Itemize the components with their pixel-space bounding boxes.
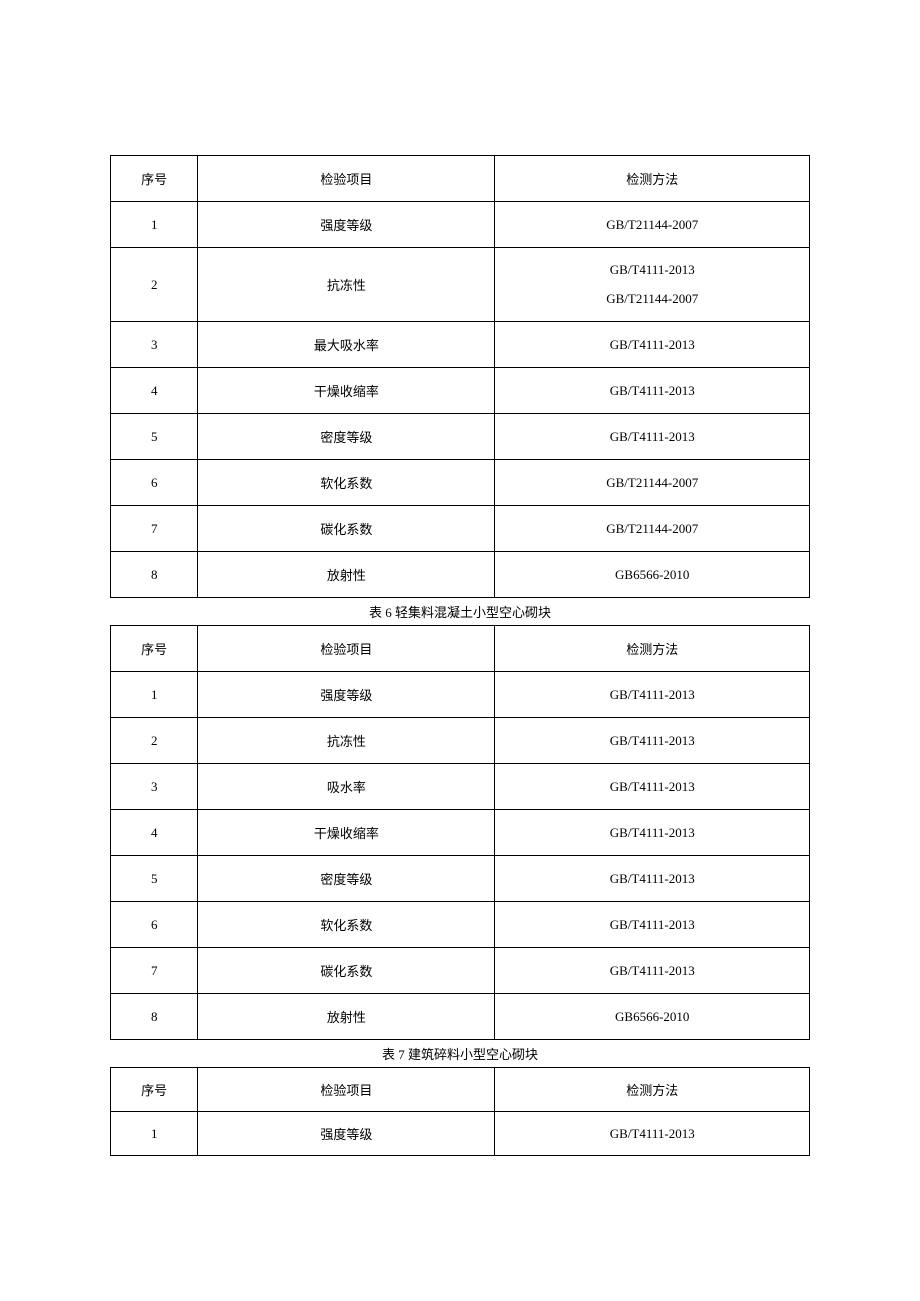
table-cell: 6 xyxy=(111,460,198,506)
col-header-seq: 序号 xyxy=(111,626,198,672)
table-cell: GB6566-2010 xyxy=(495,552,810,598)
table-cell: 2 xyxy=(111,248,198,322)
table6-body: 1强度等级GB/T4111-20132抗冻性GB/T4111-20133吸水率G… xyxy=(111,672,810,1040)
table-cell: GB/T4111-2013 xyxy=(495,368,810,414)
col-header-method: 检测方法 xyxy=(495,156,810,202)
table-cell: 1 xyxy=(111,202,198,248)
table-cell: 抗冻性 xyxy=(198,718,495,764)
table-row: 8放射性GB6566-2010 xyxy=(111,994,810,1040)
col-header-item: 检验项目 xyxy=(198,156,495,202)
table-row: 5密度等级GB/T4111-2013 xyxy=(111,414,810,460)
table-header-row: 序号 检验项目 检测方法 xyxy=(111,156,810,202)
table-row: 4干燥收缩率GB/T4111-2013 xyxy=(111,810,810,856)
table-cell: 软化系数 xyxy=(198,460,495,506)
table-row: 1强度等级GB/T4111-2013 xyxy=(111,1112,810,1156)
table-cell: GB/T21144-2007 xyxy=(495,202,810,248)
table-cell: 8 xyxy=(111,994,198,1040)
table-cell: GB/T4111-2013 xyxy=(495,902,810,948)
table-row: 4干燥收缩率GB/T4111-2013 xyxy=(111,368,810,414)
table-cell: 4 xyxy=(111,368,198,414)
table-cell: 1 xyxy=(111,672,198,718)
table-row: 8放射性GB6566-2010 xyxy=(111,552,810,598)
table-row: 7碳化系数GB/T21144-2007 xyxy=(111,506,810,552)
table-cell: 抗冻性 xyxy=(198,248,495,322)
table-cell: 7 xyxy=(111,506,198,552)
table-cell: 碳化系数 xyxy=(198,506,495,552)
table-cell: GB/T4111-2013 xyxy=(495,764,810,810)
table-cell: 干燥收缩率 xyxy=(198,368,495,414)
table-cell: GB/T4111-2013 GB/T21144-2007 xyxy=(495,248,810,322)
table-cell: 2 xyxy=(111,718,198,764)
cell-line: GB/T4111-2013 xyxy=(610,262,695,277)
col-header-item: 检验项目 xyxy=(198,1068,495,1112)
table-row: 1强度等级GB/T4111-2013 xyxy=(111,672,810,718)
inspection-table-7: 序号 检验项目 检测方法 1强度等级GB/T4111-2013 xyxy=(110,1067,810,1156)
table-cell: 3 xyxy=(111,322,198,368)
col-header-seq: 序号 xyxy=(111,1068,198,1112)
table-cell: GB/T4111-2013 xyxy=(495,810,810,856)
table-cell: 7 xyxy=(111,948,198,994)
table-cell: 1 xyxy=(111,1112,198,1156)
table7-body: 1强度等级GB/T4111-2013 xyxy=(111,1112,810,1156)
table-cell: 6 xyxy=(111,902,198,948)
table-cell: 放射性 xyxy=(198,552,495,598)
table-cell: GB/T21144-2007 xyxy=(495,506,810,552)
table-row: 3最大吸水率GB/T4111-2013 xyxy=(111,322,810,368)
col-header-seq: 序号 xyxy=(111,156,198,202)
table-row: 7碳化系数GB/T4111-2013 xyxy=(111,948,810,994)
table-row: 6软化系数GB/T21144-2007 xyxy=(111,460,810,506)
table-cell: 5 xyxy=(111,414,198,460)
table-cell: GB/T4111-2013 xyxy=(495,414,810,460)
table-cell: GB/T4111-2013 xyxy=(495,856,810,902)
table5-body: 1强度等级GB/T21144-20072抗冻性GB/T4111-2013GB/T… xyxy=(111,202,810,598)
table-cell: 软化系数 xyxy=(198,902,495,948)
table-row: 5密度等级GB/T4111-2013 xyxy=(111,856,810,902)
table-header-row: 序号 检验项目 检测方法 xyxy=(111,626,810,672)
table-cell: 8 xyxy=(111,552,198,598)
table-cell: 碳化系数 xyxy=(198,948,495,994)
table-cell: 吸水率 xyxy=(198,764,495,810)
inspection-table-5: 序号 检验项目 检测方法 1强度等级GB/T21144-20072抗冻性GB/T… xyxy=(110,155,810,598)
table-row: 2抗冻性GB/T4111-2013 xyxy=(111,718,810,764)
table-cell: 强度等级 xyxy=(198,202,495,248)
col-header-method: 检测方法 xyxy=(495,1068,810,1112)
table-cell: 4 xyxy=(111,810,198,856)
table-cell: GB/T4111-2013 xyxy=(495,672,810,718)
table-cell: 强度等级 xyxy=(198,672,495,718)
table-row: 6软化系数GB/T4111-2013 xyxy=(111,902,810,948)
table-cell: GB/T4111-2013 xyxy=(495,948,810,994)
table-cell: 3 xyxy=(111,764,198,810)
table-cell: GB6566-2010 xyxy=(495,994,810,1040)
table-row: 1强度等级GB/T21144-2007 xyxy=(111,202,810,248)
table-cell: GB/T4111-2013 xyxy=(495,322,810,368)
table-cell: 放射性 xyxy=(198,994,495,1040)
table-cell: 干燥收缩率 xyxy=(198,810,495,856)
table-cell: GB/T4111-2013 xyxy=(495,1112,810,1156)
cell-line: GB/T21144-2007 xyxy=(606,291,698,306)
table-cell: 密度等级 xyxy=(198,856,495,902)
table-cell: 最大吸水率 xyxy=(198,322,495,368)
table-row: 3吸水率GB/T4111-2013 xyxy=(111,764,810,810)
table-row: 2抗冻性 GB/T4111-2013 GB/T21144-2007 xyxy=(111,248,810,322)
table-cell: 强度等级 xyxy=(198,1112,495,1156)
table-cell: GB/T4111-2013 xyxy=(495,718,810,764)
table-cell: 5 xyxy=(111,856,198,902)
table-cell: 密度等级 xyxy=(198,414,495,460)
table-cell: GB/T21144-2007 xyxy=(495,460,810,506)
table6-caption: 表 6 轻集料混凝土小型空心砌块 xyxy=(110,602,810,621)
col-header-method: 检测方法 xyxy=(495,626,810,672)
table7-caption: 表 7 建筑碎料小型空心砌块 xyxy=(110,1044,810,1063)
table-header-row: 序号 检验项目 检测方法 xyxy=(111,1068,810,1112)
inspection-table-6: 序号 检验项目 检测方法 1强度等级GB/T4111-20132抗冻性GB/T4… xyxy=(110,625,810,1040)
col-header-item: 检验项目 xyxy=(198,626,495,672)
